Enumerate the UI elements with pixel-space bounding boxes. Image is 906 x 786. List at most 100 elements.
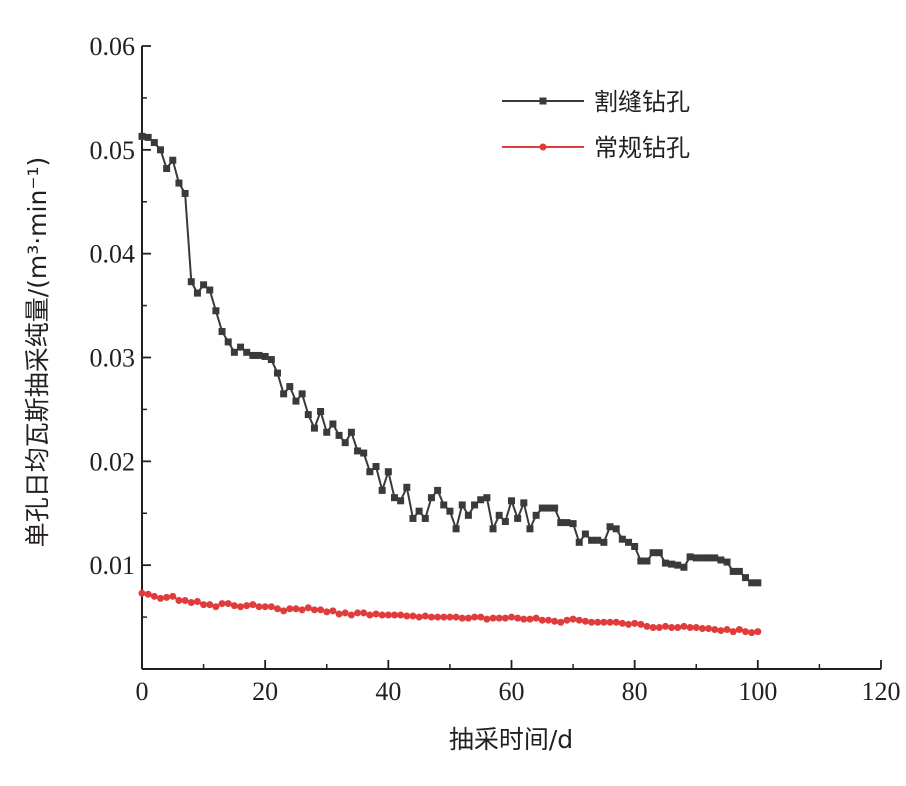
data-point-square	[237, 343, 245, 351]
y-tick-label: 0.03	[90, 344, 136, 373]
data-point-circle	[643, 622, 651, 630]
data-point-square	[618, 535, 626, 543]
data-point-circle	[163, 593, 171, 601]
data-point-square	[255, 351, 263, 359]
data-point-circle	[532, 614, 540, 622]
data-point-square	[575, 538, 583, 546]
data-point-circle	[144, 590, 152, 598]
data-point-square	[378, 486, 386, 494]
data-point-circle	[390, 611, 398, 619]
data-point-square	[661, 559, 669, 567]
data-point-square	[754, 579, 762, 587]
data-point-square	[427, 494, 435, 502]
data-point-circle	[255, 603, 263, 611]
data-point-square	[655, 549, 663, 557]
data-point-square	[538, 504, 546, 512]
data-point-circle	[169, 592, 177, 600]
data-point-circle	[464, 614, 472, 622]
data-point-circle	[618, 619, 626, 627]
data-point-circle	[452, 613, 460, 621]
legend-label-2: 常规钻孔	[594, 134, 690, 162]
data-point-square	[138, 132, 146, 140]
data-point-circle	[674, 623, 682, 631]
data-point-circle	[631, 619, 639, 627]
data-point-square	[261, 352, 269, 360]
data-point-circle	[575, 616, 583, 624]
data-point-circle	[692, 623, 700, 631]
data-point-square	[637, 557, 645, 565]
data-point-circle	[446, 613, 454, 621]
data-point-circle	[360, 609, 368, 617]
data-point-circle	[477, 613, 485, 621]
data-point-square	[508, 497, 515, 505]
data-point-circle	[347, 611, 355, 619]
data-point-circle	[495, 614, 503, 622]
data-point-square	[384, 468, 392, 476]
data-point-square	[187, 278, 195, 286]
y-tick-label: 0.06	[90, 32, 136, 61]
data-point-circle	[434, 613, 442, 621]
data-point-circle	[489, 614, 497, 622]
x-tick-label: 80	[622, 677, 648, 706]
data-point-square	[267, 356, 275, 364]
data-point-circle	[569, 615, 577, 623]
data-point-circle	[323, 608, 331, 616]
data-point-circle	[514, 614, 522, 622]
data-point-circle	[655, 623, 663, 631]
data-point-circle	[298, 606, 306, 614]
data-point-circle	[612, 618, 620, 626]
data-point-circle	[156, 594, 164, 602]
data-point-square	[581, 530, 589, 538]
y-axis-title: 单孔日均瓦斯抽采纯量/(m³·min⁻¹)	[23, 157, 52, 548]
data-point-square	[415, 507, 423, 515]
data-point-circle	[415, 613, 423, 621]
data-point-square	[273, 369, 281, 377]
data-point-circle	[723, 626, 731, 634]
data-point-circle	[600, 618, 608, 626]
legend-label-1: 割缝钻孔	[594, 88, 690, 116]
data-point-square	[200, 281, 208, 289]
data-point-circle	[427, 613, 435, 621]
data-point-circle	[501, 614, 509, 622]
data-point-circle	[175, 596, 183, 604]
data-point-square	[495, 511, 503, 519]
data-point-circle	[230, 602, 238, 610]
data-point-circle	[218, 600, 226, 608]
x-tick-label: 100	[738, 677, 777, 706]
data-point-circle	[717, 627, 725, 635]
data-point-square	[520, 499, 528, 507]
data-point-square	[668, 560, 676, 568]
x-tick-label: 60	[499, 677, 525, 706]
data-point-square	[563, 519, 571, 527]
data-point-square	[612, 525, 620, 533]
data-point-square	[711, 554, 719, 562]
data-point-circle	[686, 623, 694, 631]
data-point-circle	[520, 615, 528, 623]
data-point-square	[680, 563, 688, 571]
data-point-circle	[544, 616, 552, 624]
data-point-square	[452, 525, 460, 533]
data-point-square	[723, 558, 731, 566]
data-point-circle	[508, 613, 515, 621]
data-point-square	[446, 507, 454, 515]
data-point-circle	[286, 605, 294, 613]
data-point-circle	[150, 592, 158, 600]
data-point-circle	[698, 625, 706, 633]
data-point-square	[230, 348, 238, 356]
data-point-circle	[538, 616, 546, 624]
data-point-square	[501, 518, 509, 526]
data-point-square	[483, 494, 491, 502]
data-point-circle	[637, 620, 645, 628]
data-point-square	[169, 156, 177, 164]
data-point-square	[249, 351, 257, 359]
data-point-square	[403, 483, 411, 491]
data-point-square	[674, 561, 682, 569]
data-point-circle	[742, 628, 750, 636]
data-point-square	[594, 536, 602, 544]
data-point-square	[280, 390, 288, 398]
data-point-square	[692, 554, 700, 562]
data-point-circle	[206, 601, 214, 609]
x-axis-ticks: 0 20 40 60 80 100 120	[136, 660, 901, 706]
x-axis-title: 抽采时间/d	[449, 725, 573, 754]
